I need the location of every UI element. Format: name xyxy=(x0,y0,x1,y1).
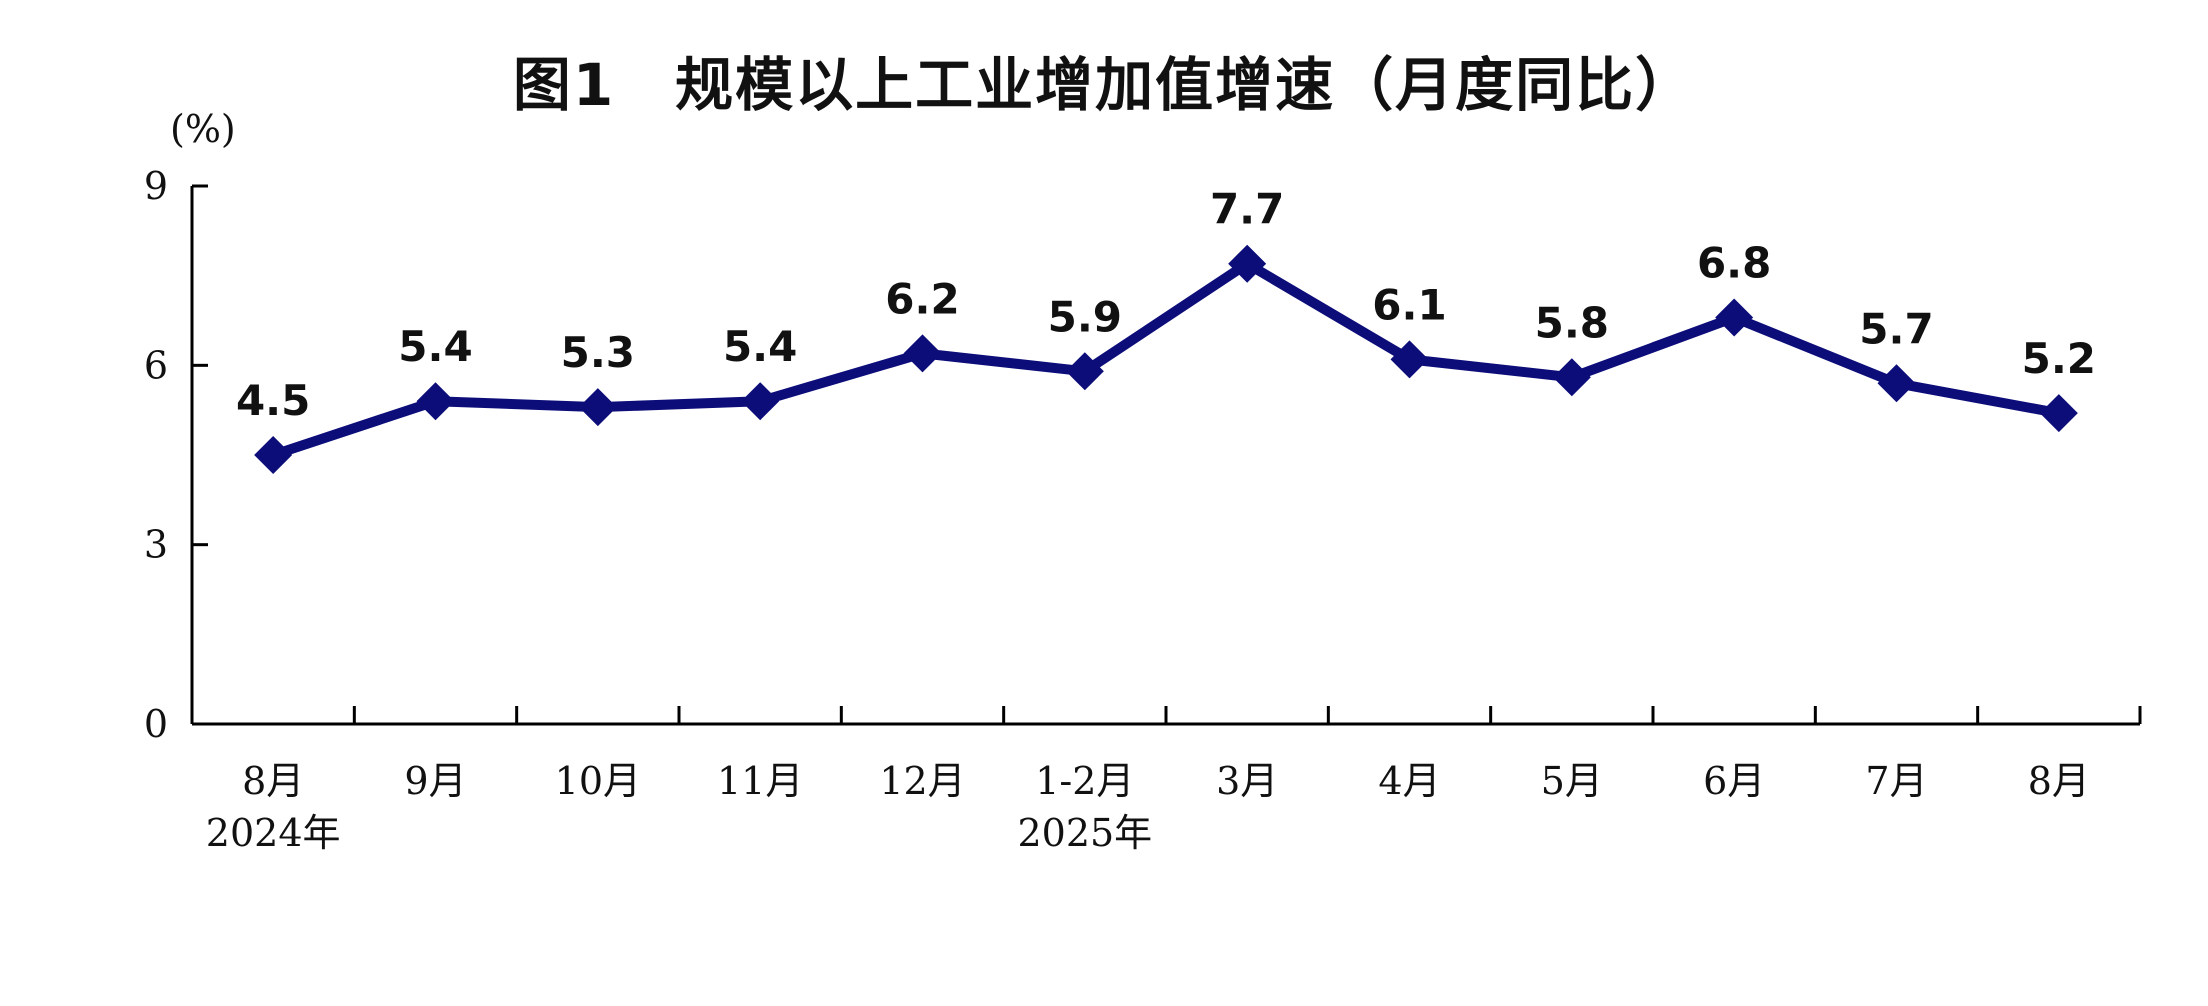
x-tick-label: 5月 xyxy=(1541,759,1603,803)
x-tick-label: 8月 xyxy=(2028,759,2090,803)
data-label: 7.7 xyxy=(1210,185,1284,234)
series-layer xyxy=(254,244,2078,474)
data-label: 5.7 xyxy=(1859,304,1933,353)
data-point xyxy=(741,382,780,421)
y-tick-label: 9 xyxy=(144,164,168,208)
x-year-label: 2024年 xyxy=(206,811,341,855)
data-label: 5.3 xyxy=(561,328,635,377)
data-label: 5.4 xyxy=(723,322,797,371)
data-point xyxy=(2039,394,2078,433)
data-label: 6.2 xyxy=(885,274,959,323)
data-label: 4.5 xyxy=(236,376,310,425)
data-point xyxy=(1715,298,1754,337)
x-tick-label: 12月 xyxy=(879,759,965,803)
data-point xyxy=(1390,340,1429,379)
x-tick-label: 10月 xyxy=(555,759,641,803)
data-point xyxy=(578,388,617,427)
data-label: 5.4 xyxy=(398,322,472,371)
labels-layer: 4.5 5.4 5.3 5.4 6.2 5.9 7.7 6.1 5.8 6.8 5.7 5.2 xyxy=(236,185,2096,425)
axes: 0 3 6 9 8月 2024年 9月 10月 11月 12月 1-2月 2025年 3月 4月 5月 6月 7… xyxy=(144,164,2142,855)
x-tick-label: 3月 xyxy=(1216,759,1278,803)
y-tick-label: 3 xyxy=(144,523,168,567)
data-label: 5.9 xyxy=(1048,292,1122,341)
data-point xyxy=(1552,358,1591,397)
x-tick-label: 1-2月 xyxy=(1035,759,1134,803)
x-year-label: 2025年 xyxy=(1017,811,1152,855)
data-label: 6.8 xyxy=(1697,239,1771,288)
data-label: 5.8 xyxy=(1535,298,1609,347)
data-point xyxy=(903,334,942,373)
data-point xyxy=(416,382,455,421)
y-tick-label: 0 xyxy=(144,702,168,746)
x-tick-label: 11月 xyxy=(717,759,803,803)
x-tick-label: 6月 xyxy=(1703,759,1765,803)
data-point xyxy=(1877,364,1916,403)
series-line xyxy=(268,258,2064,460)
x-tick-label: 4月 xyxy=(1378,759,1440,803)
data-point xyxy=(1228,244,1267,283)
x-tick-label: 7月 xyxy=(1865,759,1927,803)
data-point xyxy=(254,436,293,474)
data-point xyxy=(1065,352,1104,391)
data-label: 5.2 xyxy=(2022,334,2096,383)
x-tick-label: 9月 xyxy=(404,759,466,803)
x-tick-label: 8月 xyxy=(242,759,304,803)
y-tick-label: 6 xyxy=(144,343,168,387)
y-axis-unit-label: (%) xyxy=(170,107,236,151)
data-label: 6.1 xyxy=(1372,280,1446,329)
chart-title: 图1 规模以上工业增加值增速（月度同比） xyxy=(512,51,1696,119)
